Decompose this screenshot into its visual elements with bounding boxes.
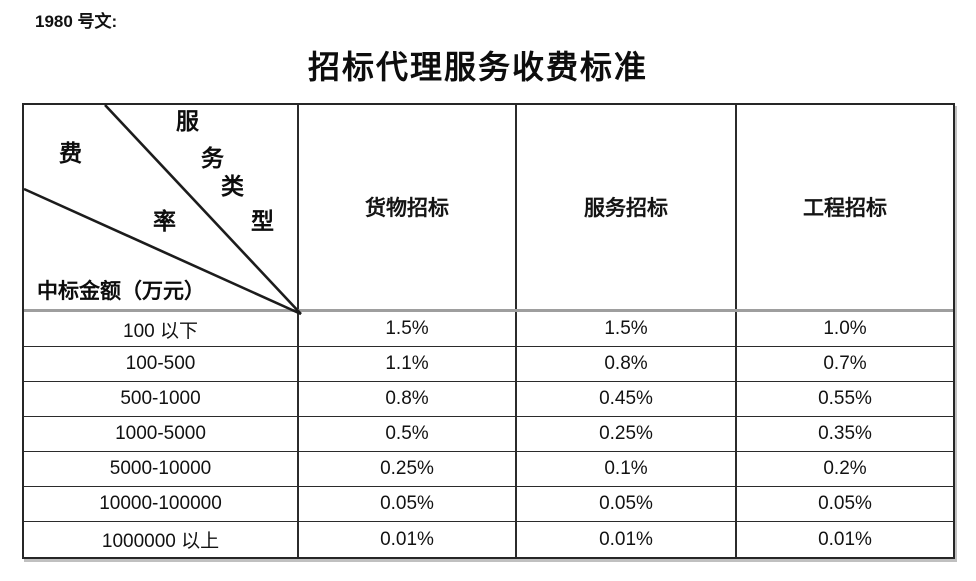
- corner-label-fee-rate-char: 费: [59, 141, 82, 166]
- column-header-goods: 货物招标: [299, 105, 517, 309]
- doc-reference-number: 1980 号文:: [35, 12, 118, 31]
- rate-cell: 0.05%: [818, 493, 872, 514]
- column-header-service: 服务招标: [517, 105, 737, 309]
- amount-range-cell: 5000-10000: [24, 452, 299, 486]
- corner-label-amount: 中标金额（万元）: [37, 279, 205, 303]
- rate-cell: 0.2%: [823, 458, 867, 479]
- rate-cell: 0.05%: [299, 487, 517, 521]
- rate-cell: 0.01%: [818, 528, 872, 550]
- corner-label-service-type-char: 类: [221, 174, 244, 199]
- diagonal-lines: [23, 104, 302, 316]
- rate-cell: 0.8%: [517, 347, 737, 381]
- rate-cell: 0.05%: [517, 487, 737, 521]
- table-row: 10000-100000 0.05% 0.05% 0.05%: [24, 487, 953, 522]
- table-row: 100 以下 1.5% 1.5% 1.0%: [24, 312, 953, 347]
- rate-cell: 1.5%: [517, 312, 737, 346]
- rate-cell: 0.1%: [517, 452, 737, 486]
- rate-cell: 0.25%: [517, 417, 737, 451]
- rate-cell: 0.5%: [299, 417, 517, 451]
- rate-cell: 0.8%: [299, 382, 517, 416]
- rate-cell: 1.0%: [823, 318, 867, 339]
- corner-label-service-type-char: 服: [176, 109, 199, 134]
- amount-range-cell: 1000-5000: [24, 417, 299, 451]
- table-header-row: 服 费 务 类 率 型 中标金额（万元） 货物招标 服务招标 工程招标: [23, 104, 953, 316]
- rate-cell: 0.55%: [818, 388, 872, 409]
- amount-range-cell: 100 以下: [24, 312, 299, 346]
- column-header-works: 工程招标: [803, 196, 887, 220]
- page-title: 招标代理服务收费标准: [307, 49, 648, 85]
- table-row: 5000-10000 0.25% 0.1% 0.2%: [24, 452, 953, 487]
- rate-cell: 0.7%: [823, 353, 867, 374]
- rate-cell: 0.35%: [818, 423, 872, 444]
- rate-cell: 1.1%: [299, 347, 517, 381]
- rate-cell: 0.01%: [517, 522, 737, 557]
- rate-cell: 0.01%: [299, 522, 517, 557]
- diagonal-corner-cell: 服 费 务 类 率 型 中标金额（万元）: [23, 104, 302, 316]
- rate-cell: 0.25%: [299, 452, 517, 486]
- amount-range-cell: 100-500: [24, 347, 299, 381]
- table-row: 500-1000 0.8% 0.45% 0.55%: [24, 382, 953, 417]
- amount-range-cell: 1000000 以上: [24, 522, 299, 557]
- fee-standard-table: 服 费 务 类 率 型 中标金额（万元） 货物招标 服务招标 工程招标 100 …: [22, 103, 955, 559]
- corner-label-service-type-char: 务: [201, 146, 224, 171]
- table-row: 1000-5000 0.5% 0.25% 0.35%: [24, 417, 953, 452]
- table-row: 1000000 以上 0.01% 0.01% 0.01%: [24, 522, 953, 557]
- corner-label-fee-rate-char: 率: [153, 209, 176, 234]
- rate-cell: 0.45%: [517, 382, 737, 416]
- table-row: 100-500 1.1% 0.8% 0.7%: [24, 347, 953, 382]
- amount-range-cell: 10000-100000: [24, 487, 299, 521]
- rate-cell: 1.5%: [299, 312, 517, 346]
- diagonal-line-upper: [104, 104, 302, 315]
- diagonal-line-lower: [23, 187, 302, 316]
- amount-range-cell: 500-1000: [24, 382, 299, 416]
- corner-label-service-type-char: 型: [251, 209, 274, 234]
